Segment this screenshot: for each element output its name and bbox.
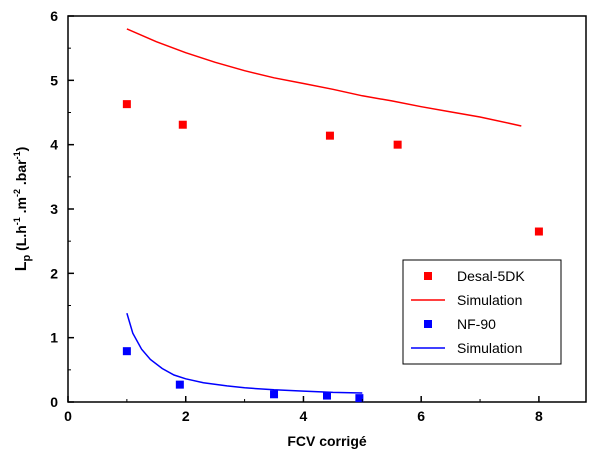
data-point [534, 227, 543, 236]
data-point [178, 120, 187, 129]
legend-label: Simulation [457, 292, 522, 308]
data-point [393, 140, 402, 149]
x-tick-label: 8 [535, 408, 543, 424]
y-axis-title-main: L [13, 261, 30, 271]
y-axis-title-part: .bar [13, 159, 29, 189]
y-tick-label: 1 [50, 330, 58, 346]
y-axis-title-part: ) [13, 147, 29, 152]
data-point [122, 347, 131, 356]
series-layer [122, 28, 543, 403]
legend-point-symbol [424, 320, 432, 328]
legend-label: Simulation [457, 340, 522, 356]
x-tick-label: 0 [64, 408, 72, 424]
y-tick-label: 4 [50, 137, 58, 153]
x-tick-label: 6 [417, 408, 425, 424]
y-tick-label: 3 [50, 201, 58, 217]
y-axis-title-sub: p [21, 255, 33, 262]
legend-point-symbol [424, 272, 432, 280]
x-tick-label: 2 [182, 408, 190, 424]
data-point [175, 380, 184, 389]
y-tick-label: 6 [50, 8, 58, 24]
y-axis-title: Lp (L.h-1 .m-2 .bar-1) [12, 147, 33, 272]
data-point [323, 391, 331, 400]
legend: Desal-5DK Simulation NF-90 Simulation [402, 259, 562, 365]
y-tick-label: 0 [50, 394, 58, 410]
legend-label: NF-90 [457, 316, 496, 332]
legend-label: Desal-5DK [457, 268, 525, 284]
series-line-3 [126, 312, 363, 394]
data-point [325, 131, 334, 140]
y-axis-title-sup: -1 [12, 151, 22, 159]
data-point [122, 100, 131, 109]
y-axis-title-sup: -2 [12, 189, 22, 197]
x-tick-label: 4 [300, 408, 308, 424]
y-axis-title-part: (L.h [13, 225, 29, 255]
y-tick-label: 2 [50, 265, 58, 281]
y-tick-label: 5 [50, 72, 58, 88]
axes-layer: 0 2 4 6 8 0 1 2 3 4 5 6 [50, 8, 543, 424]
data-point [355, 394, 364, 403]
series-line-1 [126, 28, 522, 127]
x-axis-title: FCV corrigé [287, 433, 367, 449]
data-point [270, 390, 279, 399]
y-axis-title-sup: -1 [12, 217, 22, 225]
y-axis-title-part: .m [13, 197, 29, 217]
